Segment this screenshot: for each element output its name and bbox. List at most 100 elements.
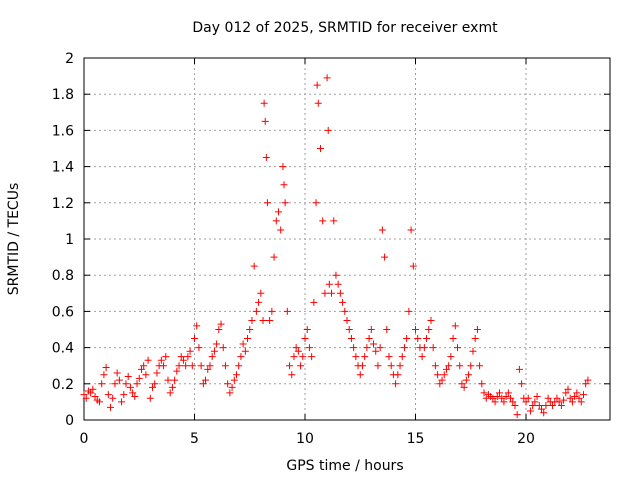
data-point [188, 362, 196, 370]
data-point [98, 380, 106, 388]
y-tick-label: 0.6 [52, 304, 74, 320]
data-point [458, 380, 466, 388]
data-point [319, 217, 327, 225]
data-point [153, 369, 161, 377]
data-point [313, 81, 321, 89]
data-point [111, 380, 119, 388]
data-point [235, 362, 243, 370]
y-axis-label: SRMTID / TECUs [6, 183, 22, 296]
data-point [385, 353, 393, 361]
data-point [438, 376, 446, 384]
data-point [312, 199, 320, 207]
data-point [513, 411, 521, 419]
data-point [213, 340, 221, 348]
data-point [115, 376, 123, 384]
data-point [456, 362, 464, 370]
data-point [301, 335, 309, 343]
data-point [262, 154, 270, 162]
x-tick-label: 10 [296, 431, 314, 447]
data-point [288, 371, 296, 379]
data-point [489, 394, 497, 402]
data-point [104, 391, 112, 399]
grid-lines [84, 58, 610, 420]
data-point [454, 344, 462, 352]
data-point [555, 398, 563, 406]
data-point [500, 398, 508, 406]
data-points [80, 74, 592, 419]
data-point [286, 362, 294, 370]
data-point [268, 307, 276, 315]
y-tick-label: 1.4 [52, 160, 74, 176]
data-point [345, 326, 353, 333]
data-point [372, 347, 380, 355]
data-point [412, 326, 420, 333]
data-point [272, 217, 280, 225]
data-point [281, 199, 289, 207]
data-point [478, 380, 486, 388]
data-point [502, 392, 510, 400]
data-point [308, 353, 316, 361]
data-point [367, 326, 375, 333]
data-point [363, 344, 371, 352]
data-point [564, 385, 572, 393]
data-point [279, 163, 287, 171]
data-point [462, 376, 470, 384]
chart-title: Day 012 of 2025, SRMTID for receiver exm… [192, 20, 498, 36]
data-point [252, 307, 260, 315]
data-point [553, 394, 561, 402]
data-point [129, 389, 137, 397]
data-point [260, 99, 268, 107]
data-point [582, 380, 590, 388]
data-point [171, 376, 179, 384]
data-point [476, 362, 484, 370]
data-point [409, 262, 417, 270]
x-tick-label: 15 [407, 431, 425, 447]
data-point [535, 402, 543, 410]
data-point [193, 322, 201, 330]
data-point [387, 362, 395, 370]
data-point [202, 376, 210, 384]
data-point [140, 362, 148, 370]
data-point [228, 383, 236, 391]
data-point [259, 316, 267, 324]
data-point [537, 405, 545, 413]
data-point [356, 371, 364, 379]
data-point [102, 364, 110, 372]
data-point [495, 389, 503, 397]
data-point [197, 362, 205, 370]
data-point [133, 380, 141, 388]
data-point [184, 353, 192, 361]
x-axis-label: GPS time / hours [286, 458, 403, 474]
data-point [325, 280, 333, 288]
data-point [160, 362, 168, 370]
y-tick-label: 0.4 [52, 341, 74, 357]
data-point [491, 398, 499, 406]
data-point [314, 99, 322, 107]
data-point [396, 362, 404, 370]
data-point [493, 392, 501, 400]
data-point [420, 344, 428, 352]
data-point [297, 362, 305, 370]
data-point [217, 320, 225, 328]
data-point [173, 367, 181, 375]
data-point [179, 356, 187, 364]
data-point [460, 383, 468, 391]
data-point [365, 335, 373, 343]
data-point [469, 347, 477, 355]
data-point [149, 383, 157, 391]
data-point [336, 289, 344, 297]
data-point [299, 353, 307, 361]
data-point [374, 362, 382, 370]
data-point [221, 362, 229, 370]
data-point [522, 398, 530, 406]
data-point [573, 389, 581, 397]
data-point [405, 307, 413, 315]
data-point [378, 226, 386, 234]
data-point [504, 389, 512, 397]
data-point [575, 394, 583, 402]
data-point [467, 362, 475, 370]
data-point [341, 307, 349, 315]
data-point [540, 409, 548, 417]
data-point [352, 353, 360, 361]
data-point [89, 385, 97, 393]
